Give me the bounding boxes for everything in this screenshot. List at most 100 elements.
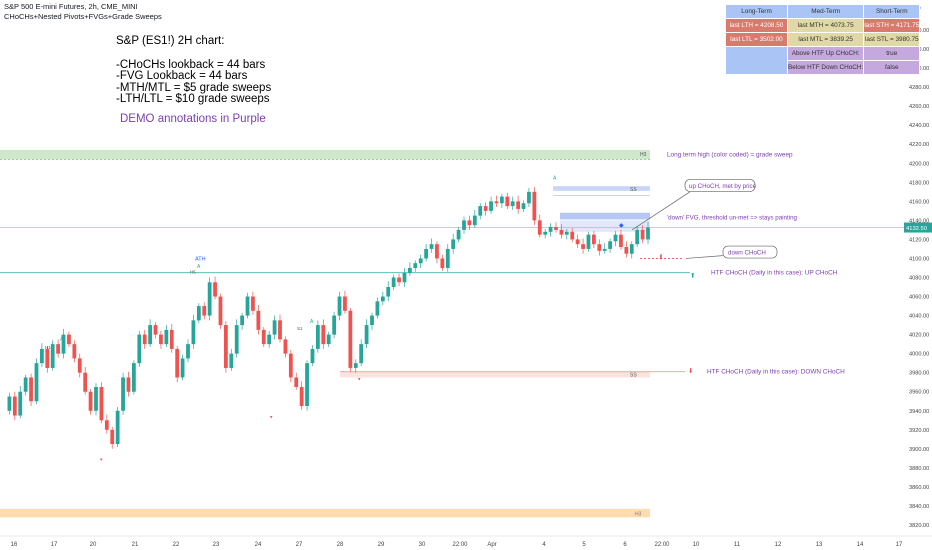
candle-body	[39, 348, 44, 364]
x-tick-label: 28	[337, 542, 344, 548]
candle-body	[505, 196, 510, 207]
y-tick-label: 3880.00	[909, 466, 929, 472]
candle-body	[456, 229, 461, 240]
candle-body	[191, 320, 196, 345]
candle-body	[462, 220, 466, 230]
candle-body	[288, 353, 293, 378]
candle-body	[283, 339, 288, 354]
lt-low-zone	[0, 508, 650, 518]
htf-up-arrow: ⬆	[690, 272, 695, 280]
candle-body	[23, 377, 28, 392]
y-tick-label: 4160.00	[909, 199, 929, 205]
candle-body	[343, 296, 347, 311]
table-cell-empty	[725, 46, 788, 75]
candle-body	[131, 363, 136, 392]
candle-body	[88, 391, 93, 411]
x-tick-label: 24	[255, 542, 262, 548]
table-header: Short-Term	[863, 4, 921, 19]
x-tick-label: 22	[173, 542, 180, 548]
candle-body	[326, 334, 331, 345]
x-tick-label: Apr	[487, 542, 496, 548]
symbol-title: S&P 500 E-mini Futures, 2h, CME_MINI	[4, 2, 138, 11]
h5-marker: H5	[190, 270, 196, 275]
x-tick-label: 22:00	[452, 542, 468, 548]
x-tick-label: 21	[132, 542, 139, 548]
candle-body	[45, 348, 50, 368]
notes-line: -CHoCHs lookback = 44 bars	[116, 58, 266, 71]
candle-body	[640, 229, 645, 240]
candle-body	[99, 386, 104, 421]
y-tick-label: 3820.00	[909, 523, 929, 529]
callout-pointer	[631, 191, 691, 231]
x-tick-label: 6	[623, 542, 627, 548]
x-tick-label: 12	[775, 542, 782, 548]
x-tick-label: 14	[857, 542, 864, 548]
candle-body	[559, 229, 564, 235]
h1-marker: H1	[45, 345, 51, 350]
candle-body	[445, 248, 450, 268]
candle-body	[581, 244, 585, 249]
candle-body	[29, 377, 33, 402]
candle-body	[483, 206, 488, 211]
candle-body	[467, 220, 472, 226]
a-marker: A	[197, 264, 201, 270]
candle-body	[527, 191, 531, 204]
y-tick-label: 3840.00	[909, 504, 929, 510]
ss-zone	[553, 186, 650, 191]
candle-body	[175, 348, 180, 378]
candle-body	[196, 306, 201, 321]
candle-body	[207, 282, 212, 316]
candle-body	[278, 320, 282, 340]
lt-high-zone	[0, 149, 650, 160]
candle-body	[272, 320, 277, 335]
candle-body	[435, 244, 439, 259]
x-tick-label: 11	[734, 542, 741, 548]
candle-body	[256, 310, 261, 330]
candle-body	[348, 310, 353, 368]
candle-body	[294, 377, 299, 387]
candle-body	[397, 277, 401, 283]
candle-body	[305, 363, 309, 407]
candle-body	[624, 247, 629, 254]
candle-body	[635, 229, 640, 245]
notes-line: -MTH/MTL = $5 grade sweeps	[116, 81, 272, 94]
candle-body	[115, 410, 120, 445]
y-tick-label: 4240.00	[909, 123, 929, 129]
y-tick-label: 4120.00	[909, 237, 929, 243]
y-tick-label: 4040.00	[909, 314, 929, 320]
candle-body	[386, 287, 391, 297]
s1-marker: S1	[297, 326, 303, 331]
v-marker: ▾	[270, 414, 273, 420]
lt-high-annotation: Long term high (color coded) = grade swe…	[667, 152, 793, 159]
candle-body	[12, 396, 17, 416]
candle-body	[332, 315, 337, 335]
y-tick-label: 3940.00	[909, 409, 929, 415]
table-cell: last LTH = 4208.50	[725, 18, 788, 33]
notes-line: -LTH/LTL = $10 grade sweeps	[116, 93, 270, 105]
y-tick-label: 4200.00	[909, 161, 929, 167]
table-cell: last MTL = 3839.25	[786, 32, 865, 47]
candle-body	[245, 296, 250, 316]
y-tick-label: 3980.00	[909, 371, 929, 377]
zone-tag: SS	[630, 373, 637, 379]
candle-body	[380, 296, 385, 302]
candle-body	[472, 215, 477, 226]
candle-body	[67, 334, 71, 345]
x-tick-label: 17	[896, 542, 903, 548]
candle-body	[251, 296, 255, 311]
callout-pointer	[685, 255, 724, 259]
candle-body	[310, 348, 315, 364]
candle-body	[148, 325, 153, 345]
candle-body	[494, 201, 499, 204]
candle-body	[521, 203, 526, 209]
table-cell: last STL = 3980.75	[863, 32, 921, 47]
candle-body	[586, 234, 591, 249]
down-arrow-marker: ⬇	[658, 253, 664, 261]
last-price-label: 4132.50	[906, 226, 927, 232]
candle-body	[370, 315, 374, 326]
candle-body	[56, 344, 61, 354]
candle-body	[543, 231, 548, 235]
candle-body	[440, 258, 445, 268]
table-header: Med-Term	[786, 4, 865, 19]
